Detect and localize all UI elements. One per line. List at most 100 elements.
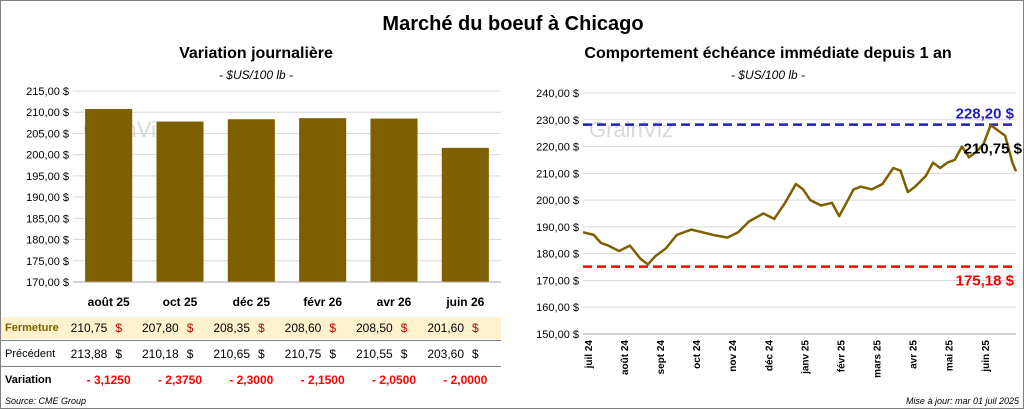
precedent-currency: $ xyxy=(258,347,265,361)
bar-5 xyxy=(441,147,489,282)
variation-value: - 2,0500 xyxy=(371,373,417,387)
fermeture-value: 201,60 xyxy=(427,321,465,335)
line-x-tick-label: sept 24 xyxy=(656,340,667,375)
fermeture-cell: 207,80 $ xyxy=(142,317,218,339)
line-y-tick-label: 240,00 $ xyxy=(536,88,579,100)
bar-y-tick-label: 195,00 $ xyxy=(26,171,69,183)
precedent-value: 210,65 xyxy=(213,347,251,361)
bar-category-label: août 25 xyxy=(88,295,130,309)
fermeture-cell: 208,60 $ xyxy=(285,317,361,339)
table-divider-2 xyxy=(1,366,501,367)
line-watermark: GrainViz xyxy=(589,117,673,142)
line-x-tick-label: févr 25 xyxy=(836,340,847,373)
line-x-tick-label: juil 24 xyxy=(584,340,595,370)
bar-4 xyxy=(370,118,418,282)
precedent-value: 210,18 xyxy=(142,347,179,361)
line-chart: 150,00 $ 160,00 $ 170,00 $ 180,00 $ 190,00 $… xyxy=(536,88,1022,378)
high-label: 228,20 $ xyxy=(956,106,1015,123)
variation-value: - 2,3750 xyxy=(157,373,203,387)
line-y-tick-label: 150,00 $ xyxy=(536,329,579,341)
bar-y-tick-label: 190,00 $ xyxy=(26,192,69,204)
line-x-tick-label: nov 24 xyxy=(728,340,739,372)
bar-y-tick-label: 200,00 $ xyxy=(26,150,69,162)
bar-y-tick-label: 185,00 $ xyxy=(26,213,69,225)
fermeture-currency: $ xyxy=(329,321,337,335)
fermeture-cell: 201,60 $ xyxy=(427,317,503,339)
fermeture-currency: $ xyxy=(186,321,194,335)
variation-cell: - 2,0000 xyxy=(427,369,503,391)
line-y-tick-label: 230,00 $ xyxy=(536,115,579,127)
precedent-value: 210,55 xyxy=(356,347,393,361)
line-y-tick-label: 170,00 $ xyxy=(536,275,579,287)
precedent-currency: $ xyxy=(186,347,194,361)
line-y-tick-label: 190,00 $ xyxy=(536,222,579,234)
precedent-currency: $ xyxy=(472,347,479,361)
precedent-row: Précédent xyxy=(1,343,501,365)
update-note: Mise à jour: mar 01 juil 2025 xyxy=(905,396,1019,406)
fermeture-cell: 208,35 $ xyxy=(213,317,289,339)
line-x-tick-label: mai 25 xyxy=(945,340,956,372)
variation-cell: - 3,1250 xyxy=(71,369,147,391)
table-divider-1 xyxy=(1,340,501,341)
bar-y-tick-label: 205,00 $ xyxy=(26,128,69,140)
variation-row: Variation xyxy=(1,369,501,391)
line-x-tick-label: mars 25 xyxy=(873,340,884,378)
precedent-value: 203,60 xyxy=(427,347,465,361)
bar-category-label: juin 26 xyxy=(445,295,484,309)
variation-cell: - 2,3000 xyxy=(213,369,289,391)
precedent-currency: $ xyxy=(329,347,337,361)
precedent-value: 210,75 xyxy=(284,347,322,361)
bar-1 xyxy=(156,121,204,282)
line-y-tick-label: 220,00 $ xyxy=(536,142,579,154)
precedent-cell: 210,55 $ xyxy=(356,343,432,365)
precedent-value: 213,88 xyxy=(70,347,108,361)
right-chart-title: Comportement échéance immédiate depuis 1… xyxy=(584,45,952,62)
bar-chart: 170,00 $ 175,00 $ 180,00 $ 185,00 $ 190,00 $… xyxy=(26,86,501,309)
line-x-tick-label: juin 25 xyxy=(981,340,992,373)
variation-cell: - 2,0500 xyxy=(356,369,432,391)
line-x-tick-label: avr 25 xyxy=(909,340,920,369)
fermeture-cell: 208,50 $ xyxy=(356,317,432,339)
fermeture-value: 207,80 xyxy=(142,321,179,335)
fermeture-cell: 210,75 $ xyxy=(71,317,147,339)
line-y-tick-label: 210,00 $ xyxy=(536,168,579,180)
line-y-tick-label: 180,00 $ xyxy=(536,249,579,261)
left-chart-title: Variation journalière xyxy=(179,45,333,62)
fermeture-value: 208,60 xyxy=(284,321,322,335)
fermeture-currency: $ xyxy=(258,321,265,335)
precedent-cell: 203,60 $ xyxy=(427,343,503,365)
line-x-tick-label: déc 24 xyxy=(764,340,775,372)
fermeture-currency: $ xyxy=(400,321,408,335)
precedent-cell: 210,75 $ xyxy=(285,343,361,365)
bar-y-tick-label: 180,00 $ xyxy=(26,235,69,247)
source-note: Source: CME Group xyxy=(5,396,87,406)
variation-value: - 2,1500 xyxy=(300,373,345,387)
precedent-label: Précédent xyxy=(5,348,56,360)
precedent-currency: $ xyxy=(115,347,123,361)
variation-value: - 2,3000 xyxy=(229,373,274,387)
precedent-cell: 213,88 $ xyxy=(71,343,147,365)
bar-category-label: oct 25 xyxy=(163,295,198,309)
line-y-tick-label: 200,00 $ xyxy=(536,195,579,207)
bar-category-label: avr 26 xyxy=(377,295,412,309)
fermeture-value: 210,75 xyxy=(70,321,108,335)
precedent-cell: 210,65 $ xyxy=(213,343,289,365)
variation-cell: - 2,3750 xyxy=(142,369,218,391)
precedent-cell: 210,18 $ xyxy=(142,343,218,365)
bar-y-tick-label: 215,00 $ xyxy=(26,86,69,98)
line-x-tick-label: août 24 xyxy=(620,340,631,375)
bar-0 xyxy=(85,109,133,283)
bar-2 xyxy=(227,119,275,282)
price-series-line xyxy=(582,123,1018,266)
bar-y-tick-label: 210,00 $ xyxy=(26,107,69,119)
bar-category-label: févr 26 xyxy=(303,295,342,309)
left-chart-unit: - $US/100 lb - xyxy=(218,68,294,82)
precedent-currency: $ xyxy=(400,347,408,361)
low-label: 175,18 $ xyxy=(956,273,1015,290)
bar-category-label: déc 25 xyxy=(233,295,271,309)
page-title: Marché du boeuf à Chicago xyxy=(382,13,644,35)
fermeture-label: Fermeture xyxy=(5,322,59,334)
line-x-tick-label: janv 25 xyxy=(800,340,811,375)
fermeture-row: Fermeture xyxy=(1,317,501,339)
variation-cell: - 2,1500 xyxy=(285,369,361,391)
